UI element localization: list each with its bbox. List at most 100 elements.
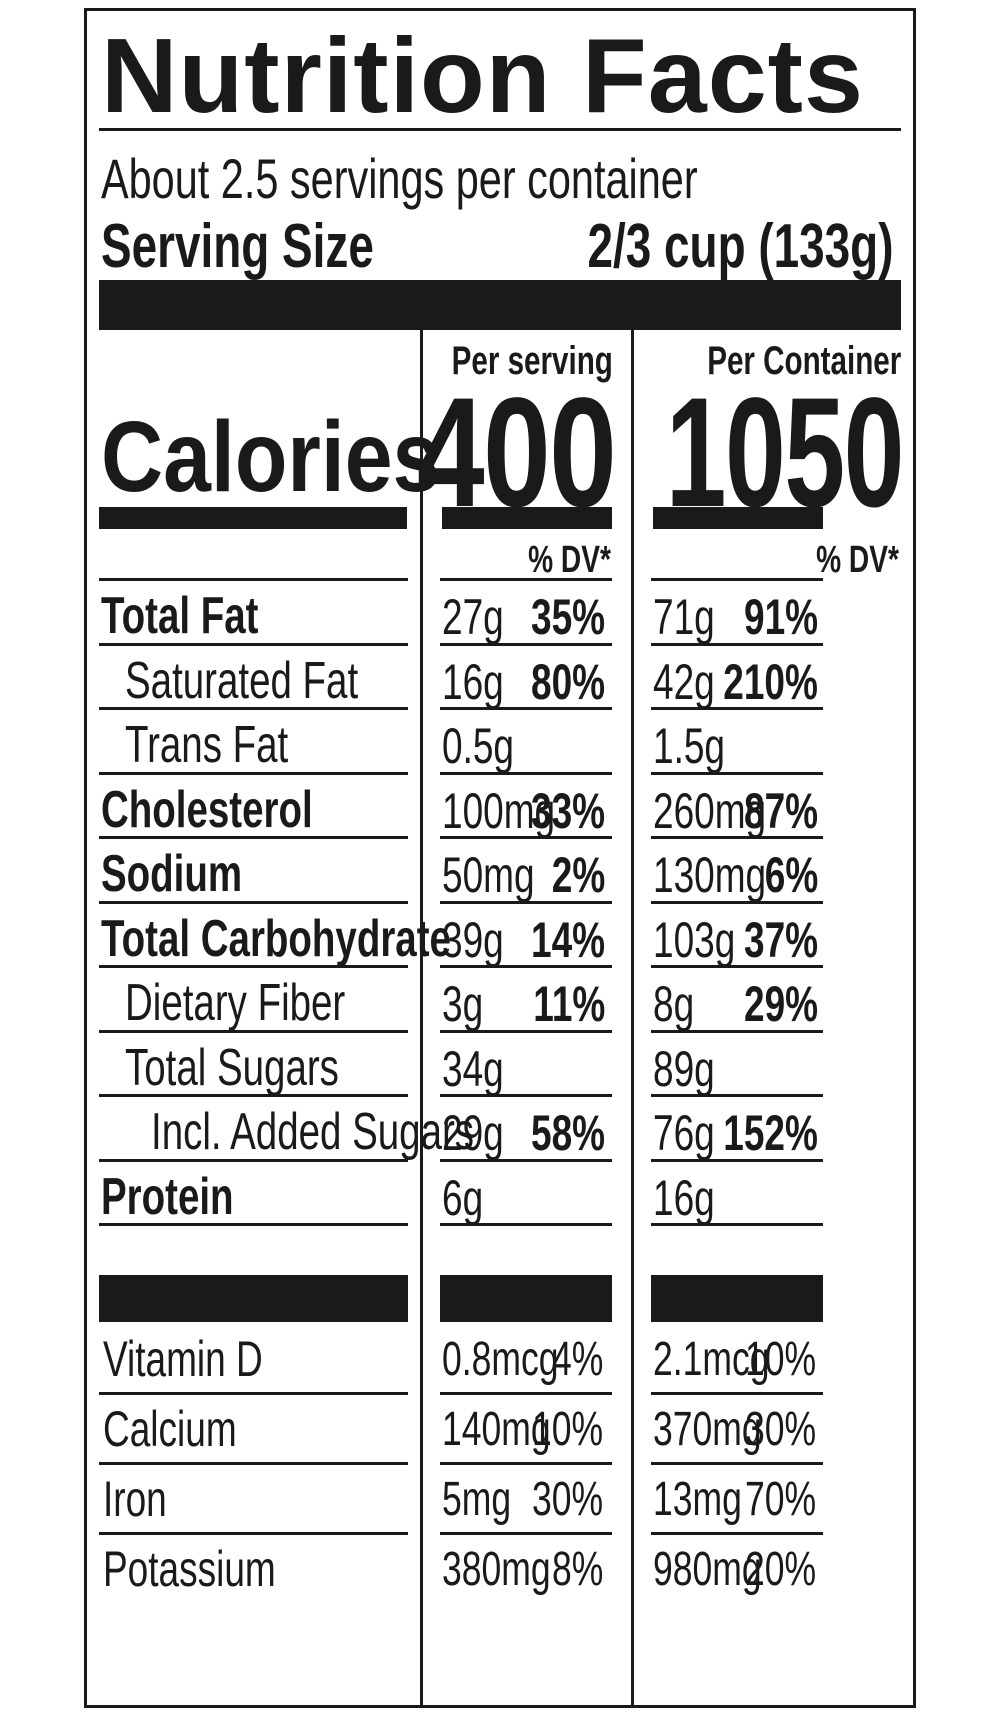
serving-dv: 33%: [505, 786, 605, 836]
vitamin-divider-container: [651, 1532, 823, 1535]
container-amount: 16g: [653, 1173, 736, 1223]
serving-amount-text: 34g: [442, 1040, 504, 1097]
serving-amount-text: 3g: [442, 976, 484, 1032]
vitamin-serving-amount-text: 5mg: [442, 1473, 512, 1526]
calories-bar-serving: [442, 507, 612, 529]
nutrient-name: Sodium: [101, 848, 292, 900]
nutrient-name: Dietary Fiber: [125, 977, 423, 1029]
nutrient-divider-serving: [440, 1158, 612, 1162]
thick-divider: [99, 280, 901, 330]
container-dv-text: 210%: [723, 653, 818, 710]
nutrient-divider-label: [99, 1094, 408, 1097]
calories-per-container: 1050: [665, 366, 905, 540]
serving-amount: 29g: [442, 1108, 525, 1158]
container-dv-text: 87%: [743, 782, 818, 839]
nutrient-name: Trans Fat: [125, 719, 346, 771]
nutrient-divider-container: [651, 1029, 823, 1033]
vitamin-serving-dv: 8%: [534, 1546, 603, 1594]
title-text: Nutrition Facts: [101, 17, 864, 135]
vitamin-name: Calcium: [103, 1404, 284, 1454]
nutrient-divider-label: [99, 836, 408, 839]
nutrient-name: Saturated Fat: [125, 655, 440, 707]
nutrient-name-text: Protein: [101, 1167, 234, 1226]
dv-header-container: % DV*: [816, 539, 899, 581]
container-amount: 8g: [653, 979, 709, 1029]
nutrient-divider-container: [651, 1094, 823, 1097]
serving-amount: 34g: [442, 1044, 525, 1094]
serving-amount-text: 50mg: [442, 847, 535, 903]
vitamin-container-dv: 70%: [720, 1476, 816, 1524]
nutrient-name: Total Sugars: [125, 1042, 414, 1094]
protein-bottom-label: [99, 1223, 408, 1226]
serving-size-value: 2/3 cup (133g): [587, 212, 893, 281]
container-dv-text: 91%: [743, 589, 818, 645]
container-dv: 87%: [718, 786, 818, 836]
container-amount: 71g: [653, 592, 736, 642]
serving-size-label: Serving Size: [101, 212, 374, 281]
vitamin-divider-label: [99, 1532, 408, 1535]
nutrient-divider-serving: [440, 1094, 612, 1097]
vitamin-serving-dv: 10%: [507, 1406, 603, 1454]
nutrient-name: Cholesterol: [101, 784, 387, 836]
column-divider-1: [420, 330, 423, 1708]
label-title: Nutrition Facts: [101, 23, 864, 129]
vitamin-name-text: Vitamin D: [103, 1331, 263, 1387]
per-container-header: Per Container: [706, 339, 901, 383]
container-amount-text: 130mg: [653, 847, 767, 903]
vitamin-container-dv: 30%: [720, 1406, 816, 1454]
dv-header-serving: % DV*: [528, 539, 611, 581]
vitamin-serving-dv-text: 8%: [551, 1543, 603, 1596]
vitamin-divider-serving: [440, 1392, 612, 1395]
container-dv: 152%: [690, 1108, 818, 1158]
serving-amount-text: 27g: [442, 589, 504, 645]
vitamin-container-amount-text: 980mg: [653, 1543, 762, 1596]
serving-dv-text: 80%: [530, 653, 605, 710]
container-dv: 91%: [718, 592, 818, 642]
vitamin-divider-label: [99, 1392, 408, 1395]
serving-dv-text: 33%: [530, 782, 605, 839]
nutrient-divider-serving: [440, 771, 612, 775]
nutrient-divider-serving: [440, 707, 612, 710]
serving-dv-text: 14%: [530, 911, 605, 968]
nutrient-divider-serving: [440, 642, 612, 646]
servings-per-container: About 2.5 servings per container: [101, 147, 698, 210]
nutrient-name: Protein: [101, 1171, 280, 1223]
nutrient-name-text: Dietary Fiber: [125, 974, 346, 1032]
serving-amount: 100mg: [442, 786, 595, 836]
vitamin-serving-dv-text: 4%: [551, 1333, 603, 1386]
nutrient-divider-container: [651, 578, 823, 581]
nutrient-divider-label: [99, 707, 408, 710]
nutrient-divider-container: [651, 965, 823, 968]
container-amount: 103g: [653, 915, 764, 965]
vitamin-divider-container: [651, 1462, 823, 1465]
serving-dv: 35%: [505, 592, 605, 642]
nutrient-divider-serving: [440, 836, 612, 839]
serving-amount: 16g: [442, 657, 525, 707]
serving-amount-text: 0.5g: [442, 718, 515, 774]
container-dv-text: 152%: [723, 1105, 818, 1161]
vitamin-serving-amount-text: 140mg: [442, 1403, 551, 1456]
calories-per-serving: 400: [416, 366, 617, 540]
container-dv: 29%: [718, 979, 818, 1029]
nutrient-divider-label: [99, 965, 408, 968]
serving-amount-text: 29g: [442, 1105, 504, 1161]
nutrient-name-text: Total Fat: [101, 587, 259, 645]
nutrient-name-text: Saturated Fat: [125, 651, 359, 710]
serving-amount-text: 6g: [442, 1169, 484, 1226]
nutrient-name-text: Cholesterol: [101, 780, 313, 839]
vitamin-container-dv-text: 30%: [744, 1403, 816, 1456]
vitamin-serving-amount: 380mg: [442, 1546, 589, 1594]
vitamin-serving-amount-text: 380mg: [442, 1543, 551, 1596]
vitamin-container-dv-text: 20%: [744, 1543, 816, 1596]
calories-bar-container: [653, 507, 823, 529]
calories-bar-label: [99, 507, 407, 529]
container-amount-text: 1.5g: [653, 718, 726, 774]
serving-dv-text: 11%: [532, 976, 605, 1032]
serving-amount: 39g: [442, 915, 525, 965]
nutrient-divider-container: [651, 642, 823, 646]
vitamin-serving-dv: 4%: [534, 1336, 603, 1384]
nutrient-name: Incl. Added Sugars: [151, 1106, 588, 1158]
vitamin-container-amount-text: 2.1mcg: [653, 1333, 770, 1386]
nutrient-divider-container: [651, 900, 823, 904]
container-amount-text: 16g: [653, 1169, 715, 1226]
